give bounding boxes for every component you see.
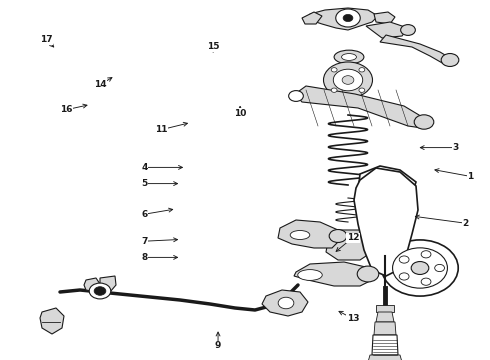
Polygon shape [100,276,116,292]
Circle shape [359,88,365,93]
Text: 10: 10 [234,109,246,118]
Polygon shape [310,8,378,30]
Ellipse shape [342,54,356,60]
Polygon shape [380,35,450,64]
Circle shape [342,76,354,84]
Text: 16: 16 [60,105,73,114]
Circle shape [331,68,337,72]
Polygon shape [374,322,396,335]
Polygon shape [366,22,408,38]
Polygon shape [372,335,398,355]
Circle shape [289,91,303,102]
Text: 5: 5 [142,179,147,188]
Text: 14: 14 [94,80,107,89]
Circle shape [357,266,379,282]
Circle shape [421,251,431,258]
Text: 13: 13 [346,314,359,323]
Circle shape [323,62,372,98]
Circle shape [336,9,360,27]
Polygon shape [360,195,386,240]
Polygon shape [358,166,416,200]
Text: 6: 6 [142,210,147,219]
Text: 3: 3 [453,143,459,152]
Circle shape [382,240,458,296]
Ellipse shape [334,50,364,64]
Circle shape [392,248,447,288]
Polygon shape [368,355,402,360]
Circle shape [441,54,459,67]
Text: 17: 17 [40,35,53,44]
Circle shape [401,24,416,35]
Polygon shape [294,262,372,286]
Polygon shape [40,308,64,334]
Text: 1: 1 [467,172,473,181]
Circle shape [329,230,347,243]
Circle shape [399,273,409,280]
Polygon shape [326,230,372,260]
Circle shape [278,297,294,309]
Text: 8: 8 [142,253,147,262]
Text: 2: 2 [463,219,468,228]
Text: 11: 11 [155,125,168,134]
Polygon shape [295,86,424,128]
Polygon shape [376,312,394,322]
Text: 15: 15 [207,42,220,51]
Circle shape [331,88,337,93]
Polygon shape [84,278,100,292]
Circle shape [343,14,353,22]
Text: 12: 12 [346,233,359,242]
Circle shape [94,287,106,295]
Text: 7: 7 [141,237,148,246]
Circle shape [435,264,444,271]
Ellipse shape [290,230,310,239]
Circle shape [411,261,429,274]
Polygon shape [374,12,395,24]
Polygon shape [354,168,418,276]
Text: 9: 9 [215,341,221,350]
Circle shape [414,115,434,129]
Ellipse shape [298,270,322,280]
Polygon shape [302,12,322,24]
Circle shape [421,278,431,285]
Polygon shape [376,305,394,312]
Circle shape [89,283,111,299]
Text: 4: 4 [141,163,148,172]
Polygon shape [262,290,308,316]
Circle shape [399,256,409,263]
Circle shape [333,69,363,91]
Polygon shape [278,220,340,248]
Circle shape [359,68,365,72]
